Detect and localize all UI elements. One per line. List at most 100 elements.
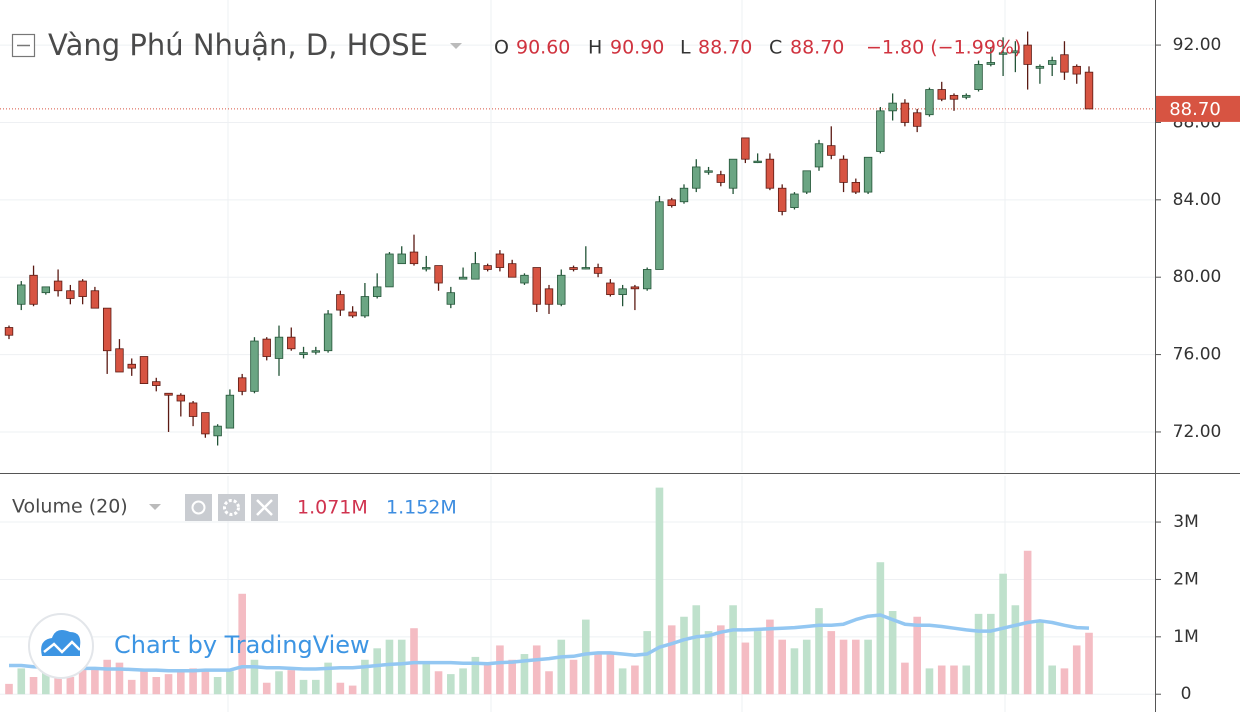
- candle-body: [900, 102, 910, 123]
- last-price-label: 88.70: [1169, 99, 1221, 120]
- candle-body: [827, 145, 836, 156]
- candle-body: [434, 265, 443, 284]
- volume-bar: [827, 631, 836, 695]
- volume-bar: [545, 671, 553, 695]
- o-label: O: [494, 37, 509, 59]
- candle-body: [876, 110, 885, 152]
- volume-value: 1.071M: [297, 497, 368, 519]
- volume-bar: [250, 659, 259, 695]
- l-label: L: [680, 37, 691, 59]
- volume-bar: [348, 685, 357, 695]
- candle-body: [483, 265, 492, 270]
- volume-bar: [520, 654, 529, 695]
- volume-bar: [950, 665, 958, 695]
- volume-bar: [815, 608, 823, 695]
- volume-bar: [901, 662, 909, 695]
- volume-bar: [557, 639, 566, 695]
- dropdown-arrow[interactable]: [450, 43, 462, 49]
- y-tick-label: 0: [1181, 684, 1192, 704]
- volume-bar: [287, 670, 296, 695]
- volume-bar: [937, 665, 946, 695]
- candle-body: [606, 282, 615, 296]
- candle-body: [507, 263, 517, 278]
- volume-bar: [434, 671, 443, 695]
- candle-body: [299, 352, 308, 355]
- dropdown-arrow[interactable]: [149, 504, 161, 510]
- volume-bar: [91, 668, 99, 695]
- candle-body: [962, 94, 971, 98]
- candle-body: [422, 267, 431, 270]
- volume-bar: [925, 668, 934, 695]
- candle-body: [532, 267, 541, 305]
- candle-body: [1011, 50, 1020, 54]
- candle-body: [471, 263, 480, 280]
- volume-bar: [643, 631, 651, 695]
- candle-body: [225, 394, 235, 429]
- l-value: 88.70: [698, 37, 752, 59]
- candle-body: [998, 52, 1008, 55]
- volume-bar: [54, 676, 62, 695]
- volume-bar: [201, 671, 210, 695]
- volume-bar: [103, 659, 111, 695]
- candle-body: [53, 280, 63, 292]
- volume-bar: [189, 668, 197, 695]
- candle-body: [753, 160, 762, 164]
- volume-bar: [312, 679, 320, 695]
- candle-body: [115, 348, 124, 373]
- candle-body: [593, 267, 603, 274]
- h-label: H: [588, 37, 602, 59]
- volume-bar: [115, 662, 124, 695]
- candle-body: [618, 288, 627, 296]
- logo-line: [43, 640, 81, 654]
- volume-bar: [262, 682, 271, 695]
- volume-bar: [5, 683, 13, 695]
- candle-body: [777, 187, 787, 212]
- candle-body: [802, 170, 811, 193]
- logo-cloud: [41, 630, 81, 656]
- axis-labels: 72.0076.0080.0084.0088.0092.0001M2M3M88.…: [1155, 35, 1240, 704]
- eye-button[interactable]: [185, 494, 212, 521]
- volume-bar: [987, 613, 995, 695]
- o-value: 90.60: [516, 37, 570, 59]
- volume-bar: [778, 639, 786, 695]
- candle-body: [925, 89, 934, 116]
- volume-bar: [361, 659, 369, 695]
- candle-body: [937, 89, 946, 100]
- candle-body: [949, 94, 959, 100]
- candle-body: [287, 336, 296, 350]
- volume-bar: [336, 682, 345, 695]
- candle-body: [667, 199, 676, 207]
- watermark-text[interactable]: Chart by TradingView: [114, 631, 370, 659]
- volume-bar: [680, 616, 688, 695]
- candle-body: [41, 286, 51, 294]
- close-icon: [256, 499, 273, 516]
- candle-body: [1072, 65, 1081, 75]
- volume-bar: [667, 625, 676, 695]
- candle-body: [152, 381, 161, 386]
- candle-body: [569, 267, 578, 270]
- candle-body: [839, 158, 848, 183]
- candle-body: [127, 363, 136, 369]
- candle-body: [372, 286, 382, 297]
- volume-bar: [140, 671, 148, 695]
- volume-bar: [78, 662, 87, 695]
- volume-bar: [226, 671, 234, 695]
- candle-body: [102, 307, 112, 352]
- volume-title: Volume (20): [12, 496, 128, 518]
- gear-icon: [223, 499, 240, 516]
- volume-bar: [962, 665, 971, 695]
- y-tick-label: 72.00: [1173, 422, 1222, 442]
- candle-body: [655, 201, 664, 270]
- candle-body: [741, 137, 750, 160]
- candle-body: [458, 276, 468, 280]
- volume-bar: [655, 487, 664, 695]
- settings-button[interactable]: [218, 494, 245, 521]
- candle-body: [250, 340, 259, 392]
- candle-body: [704, 170, 713, 173]
- y-tick-label: 1M: [1173, 627, 1198, 647]
- candle-body: [4, 327, 14, 336]
- volume-bar: [422, 662, 431, 695]
- volume-bar: [164, 674, 173, 695]
- candle-body: [986, 62, 996, 65]
- candle-body: [311, 350, 321, 353]
